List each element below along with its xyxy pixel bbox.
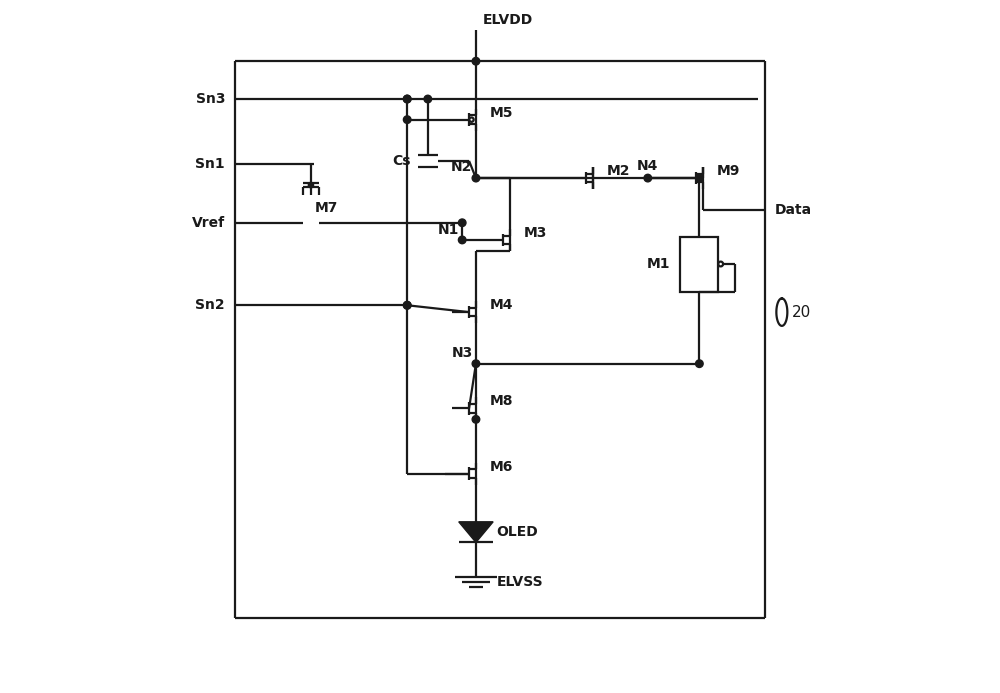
Text: ELVSS: ELVSS [497,575,543,589]
Circle shape [472,58,480,65]
Text: N2: N2 [451,160,473,174]
Text: M8: M8 [490,394,513,408]
Text: M2: M2 [607,164,630,178]
Circle shape [403,301,411,309]
Text: M1: M1 [647,257,670,271]
Text: ELVDD: ELVDD [483,13,533,27]
Polygon shape [459,522,493,543]
Circle shape [403,301,411,309]
Text: N1: N1 [437,222,459,236]
Text: M4: M4 [490,298,513,313]
Bar [680,236,718,292]
Text: Cs: Cs [392,154,411,168]
Text: N3: N3 [451,346,473,360]
Circle shape [458,219,466,227]
Text: Data: Data [775,202,812,217]
Circle shape [403,116,411,123]
Circle shape [403,95,411,103]
Text: Sn2: Sn2 [195,298,225,313]
Circle shape [644,175,652,182]
Text: Sn3: Sn3 [196,92,225,106]
Text: M6: M6 [490,459,513,474]
Text: M3: M3 [524,226,547,240]
Circle shape [696,175,703,182]
Circle shape [472,360,480,367]
Text: M5: M5 [490,106,513,120]
Circle shape [472,416,480,423]
Circle shape [424,95,432,103]
Text: M9: M9 [717,164,740,178]
Text: 20: 20 [792,305,811,319]
Circle shape [696,360,703,367]
Text: N4: N4 [637,159,658,173]
Text: OLED: OLED [497,525,538,539]
Text: M7: M7 [314,201,338,215]
Text: Sn1: Sn1 [195,157,225,171]
Circle shape [472,175,480,182]
Text: Vref: Vref [192,216,225,230]
Circle shape [403,95,411,103]
Circle shape [458,236,466,244]
